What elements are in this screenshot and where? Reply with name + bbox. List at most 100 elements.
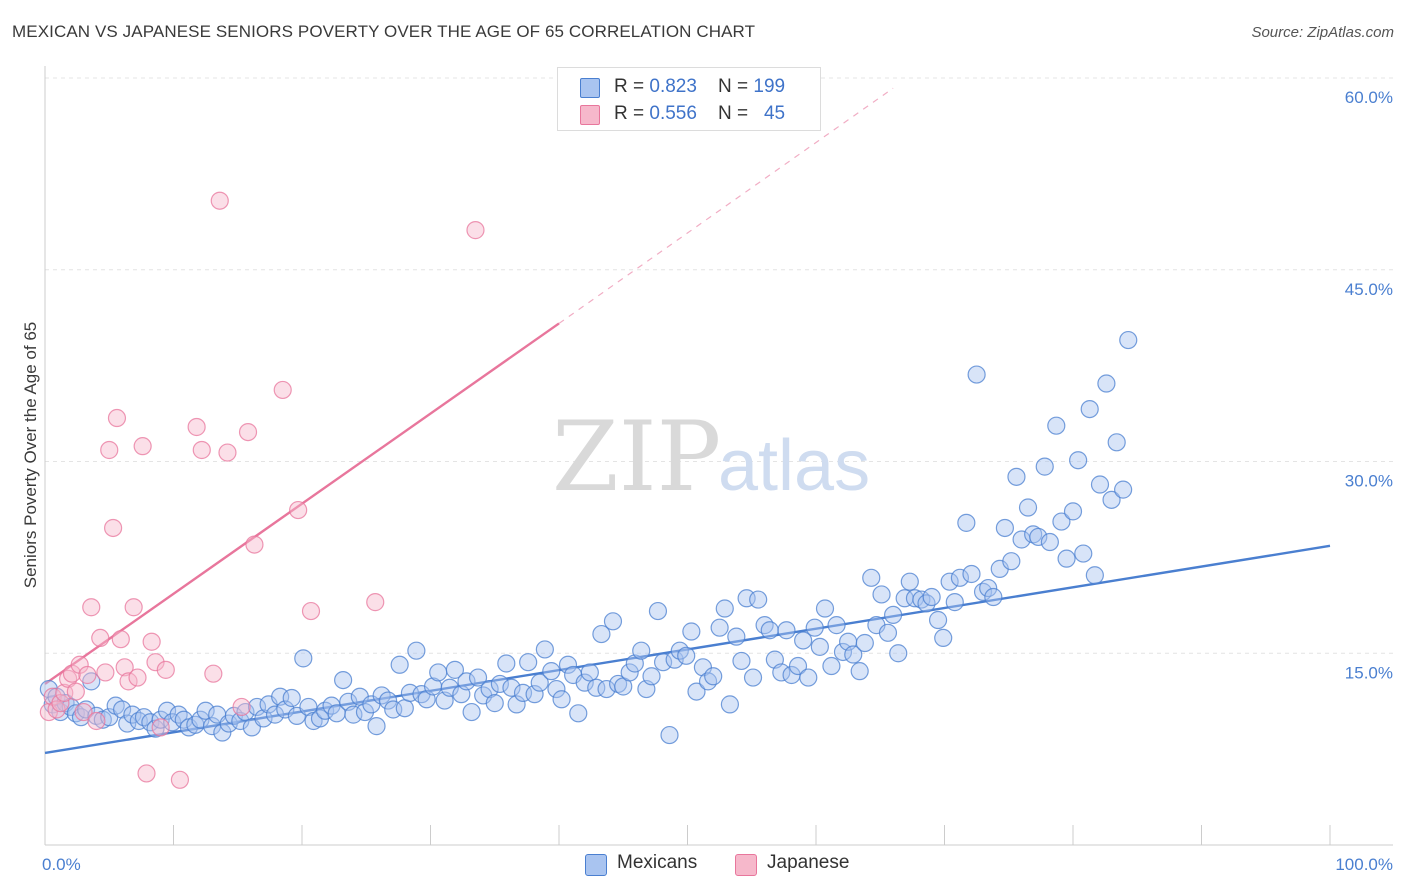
data-point bbox=[878, 623, 898, 642]
x-tick-labels: 0.0% 100.0% bbox=[42, 855, 1393, 874]
data-point bbox=[265, 705, 285, 724]
data-point bbox=[142, 632, 161, 651]
data-point bbox=[950, 568, 970, 587]
watermark: ZIP atlas bbox=[552, 401, 870, 513]
data-point bbox=[822, 656, 841, 676]
data-point bbox=[238, 422, 258, 442]
stats-legend: R = 0.823 N = 199 R = 0.556 N = 45 bbox=[557, 67, 821, 131]
data-point bbox=[737, 589, 756, 608]
data-point bbox=[87, 711, 106, 731]
data-point bbox=[1063, 502, 1083, 521]
data-point bbox=[788, 656, 808, 676]
x-tick-label: 0.0% bbox=[42, 855, 81, 874]
data-point bbox=[827, 616, 846, 635]
data-point bbox=[192, 440, 211, 460]
data-point bbox=[805, 618, 824, 637]
data-point bbox=[755, 616, 774, 635]
data-point bbox=[855, 633, 874, 653]
data-point bbox=[384, 700, 403, 719]
data-point bbox=[232, 697, 251, 717]
data-point bbox=[547, 679, 566, 699]
data-point bbox=[490, 674, 509, 694]
data-point bbox=[984, 587, 1003, 607]
data-point bbox=[552, 690, 571, 709]
data-point bbox=[934, 628, 953, 648]
data-point bbox=[124, 598, 143, 617]
data-point bbox=[777, 621, 796, 640]
data-point bbox=[390, 655, 409, 674]
data-point bbox=[210, 191, 229, 210]
data-point bbox=[367, 717, 386, 736]
data-point bbox=[648, 601, 668, 621]
data-point bbox=[569, 704, 588, 723]
watermark-zip: ZIP bbox=[552, 401, 721, 513]
data-point bbox=[204, 664, 223, 683]
data-point bbox=[620, 663, 639, 682]
data-point bbox=[967, 365, 986, 384]
data-point bbox=[1097, 374, 1116, 393]
data-point bbox=[592, 624, 611, 644]
data-point bbox=[51, 694, 70, 713]
data-point bbox=[294, 649, 313, 668]
legend-n-value: 199 bbox=[753, 76, 786, 97]
data-point bbox=[900, 572, 919, 591]
data-point bbox=[1090, 475, 1110, 494]
data-point bbox=[507, 695, 526, 714]
legend-n-value: 45 bbox=[763, 103, 786, 124]
data-point bbox=[1052, 512, 1071, 531]
y-axis-label: Seniors Poverty Over the Age of 65 bbox=[21, 322, 40, 588]
legend-n-label: N = bbox=[718, 103, 754, 124]
data-point bbox=[70, 655, 89, 674]
y-tick-label: 45.0% bbox=[1345, 280, 1393, 299]
data-point bbox=[78, 665, 97, 685]
data-point bbox=[642, 667, 661, 686]
data-point bbox=[273, 380, 292, 400]
data-point bbox=[196, 701, 215, 720]
data-point bbox=[1107, 433, 1126, 452]
data-point bbox=[146, 653, 165, 672]
data-point bbox=[445, 660, 465, 679]
data-point bbox=[660, 725, 679, 745]
data-point bbox=[1035, 457, 1054, 476]
data-point bbox=[247, 697, 267, 717]
x-tick-label: 100.0% bbox=[1335, 855, 1393, 874]
y-tick-labels: 15.0% 30.0% 45.0% 60.0% bbox=[1345, 88, 1393, 682]
legend-swatch-mexicans bbox=[585, 854, 607, 876]
data-point bbox=[115, 658, 134, 677]
data-point bbox=[118, 714, 137, 733]
data-point bbox=[107, 408, 127, 428]
data-point bbox=[429, 663, 448, 682]
data-points bbox=[39, 191, 1138, 789]
data-point bbox=[558, 655, 578, 674]
data-point bbox=[710, 618, 729, 637]
data-point bbox=[74, 702, 93, 722]
data-point bbox=[720, 695, 740, 714]
trend-line-mexicans bbox=[44, 544, 1331, 755]
data-point bbox=[485, 694, 504, 713]
data-point bbox=[687, 682, 706, 701]
trend-extension-japanese bbox=[558, 87, 894, 324]
data-point bbox=[749, 590, 768, 609]
data-point bbox=[231, 711, 250, 731]
data-point bbox=[378, 691, 398, 710]
legend-r-value: 0.556 bbox=[649, 103, 697, 124]
legend-r-value: 0.823 bbox=[649, 76, 697, 97]
data-point bbox=[395, 699, 414, 718]
source-label: Source: ZipAtlas.com bbox=[1251, 24, 1394, 41]
data-point bbox=[137, 764, 156, 783]
data-point bbox=[1080, 399, 1099, 419]
data-point bbox=[682, 622, 701, 641]
data-point bbox=[254, 709, 273, 728]
data-point bbox=[677, 646, 696, 665]
gridlines bbox=[45, 77, 1393, 654]
chart-title: MEXICAN VS JAPANESE SENIORS POVERTY OVER… bbox=[12, 22, 756, 41]
legend-swatch-mexicans bbox=[580, 78, 600, 98]
data-point bbox=[1047, 416, 1066, 435]
data-point bbox=[1002, 552, 1021, 571]
data-point bbox=[698, 672, 718, 691]
data-point bbox=[218, 443, 237, 462]
data-point bbox=[1024, 525, 1043, 544]
data-point bbox=[440, 678, 459, 697]
data-point bbox=[1040, 532, 1059, 552]
